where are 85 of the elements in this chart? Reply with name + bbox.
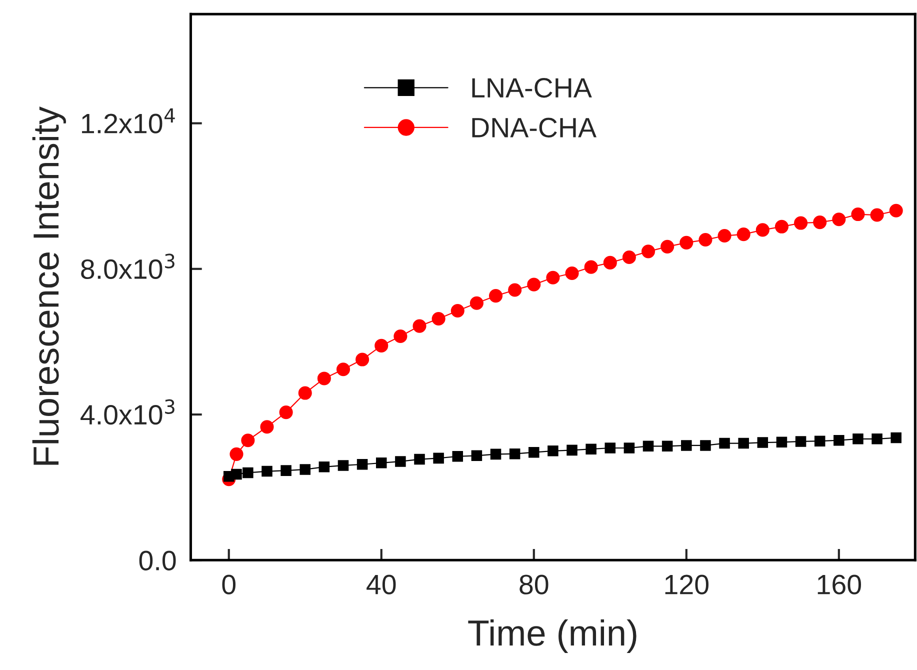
point	[242, 467, 254, 478]
x-tick-label: 160	[818, 574, 861, 594]
x-axis-title: Time (min)	[468, 619, 636, 653]
point	[584, 260, 598, 274]
point	[622, 250, 636, 264]
point	[241, 434, 255, 448]
point	[642, 244, 656, 258]
point	[774, 220, 788, 234]
point	[450, 304, 464, 318]
point	[471, 450, 482, 462]
point	[279, 406, 293, 420]
point	[814, 436, 826, 446]
point	[660, 240, 674, 254]
point	[317, 372, 331, 386]
point	[832, 212, 846, 226]
legend-label: LNA-CHA	[472, 78, 592, 98]
point	[394, 329, 408, 344]
point	[872, 434, 882, 444]
point	[718, 228, 732, 243]
point	[452, 450, 464, 462]
point	[548, 446, 558, 456]
point	[889, 204, 903, 218]
point	[262, 466, 272, 477]
point	[757, 437, 768, 448]
point	[813, 216, 827, 230]
point	[736, 228, 750, 242]
point	[565, 266, 579, 280]
point	[604, 442, 616, 454]
point	[680, 236, 694, 250]
point	[356, 352, 370, 366]
point	[433, 452, 444, 464]
point	[231, 468, 242, 480]
point	[566, 444, 578, 456]
point	[852, 434, 864, 444]
point	[795, 436, 806, 447]
x-tick-label: 80	[520, 574, 548, 594]
point	[719, 438, 730, 449]
point	[336, 362, 350, 376]
x-tick-label: 120	[665, 574, 708, 594]
point	[300, 464, 310, 475]
point	[624, 442, 635, 454]
point	[603, 256, 617, 270]
point	[756, 223, 770, 237]
point	[318, 462, 330, 472]
point	[681, 440, 692, 451]
legend-label: DNA-CHA	[472, 118, 596, 138]
point	[527, 278, 541, 292]
point	[260, 420, 274, 434]
y-tick-label: 0.0	[139, 550, 176, 570]
y-tick-label: 1.2x10$^{4}$	[82, 108, 175, 134]
point	[890, 432, 902, 444]
point	[528, 446, 540, 458]
y-tick-label: 4.0x10$^{3}$	[80, 399, 174, 425]
point	[870, 208, 884, 222]
point	[432, 312, 446, 326]
point	[700, 440, 711, 451]
x-tick-label: 40	[366, 574, 396, 594]
point	[738, 438, 749, 449]
point	[586, 444, 596, 454]
point	[230, 447, 244, 461]
x-tick-label: 0	[222, 574, 236, 594]
point	[414, 454, 425, 465]
point	[834, 434, 844, 446]
point	[546, 270, 560, 284]
point	[794, 216, 808, 230]
point	[662, 440, 673, 452]
point	[776, 436, 788, 448]
point	[280, 465, 292, 476]
point	[395, 456, 406, 467]
point	[412, 319, 426, 333]
point	[338, 460, 349, 471]
y-axis-title: Fluorescence Intensity	[32, 106, 66, 465]
point	[490, 448, 502, 460]
point	[642, 440, 654, 452]
point	[356, 459, 368, 470]
y-tick-label: 8.0x10$^{3}$	[81, 254, 174, 280]
point	[851, 208, 865, 222]
point	[488, 289, 503, 303]
point	[374, 338, 388, 352]
point	[698, 233, 712, 247]
point	[470, 296, 484, 310]
point	[298, 386, 312, 400]
point	[376, 458, 387, 468]
point	[509, 448, 520, 460]
point	[508, 283, 522, 297]
